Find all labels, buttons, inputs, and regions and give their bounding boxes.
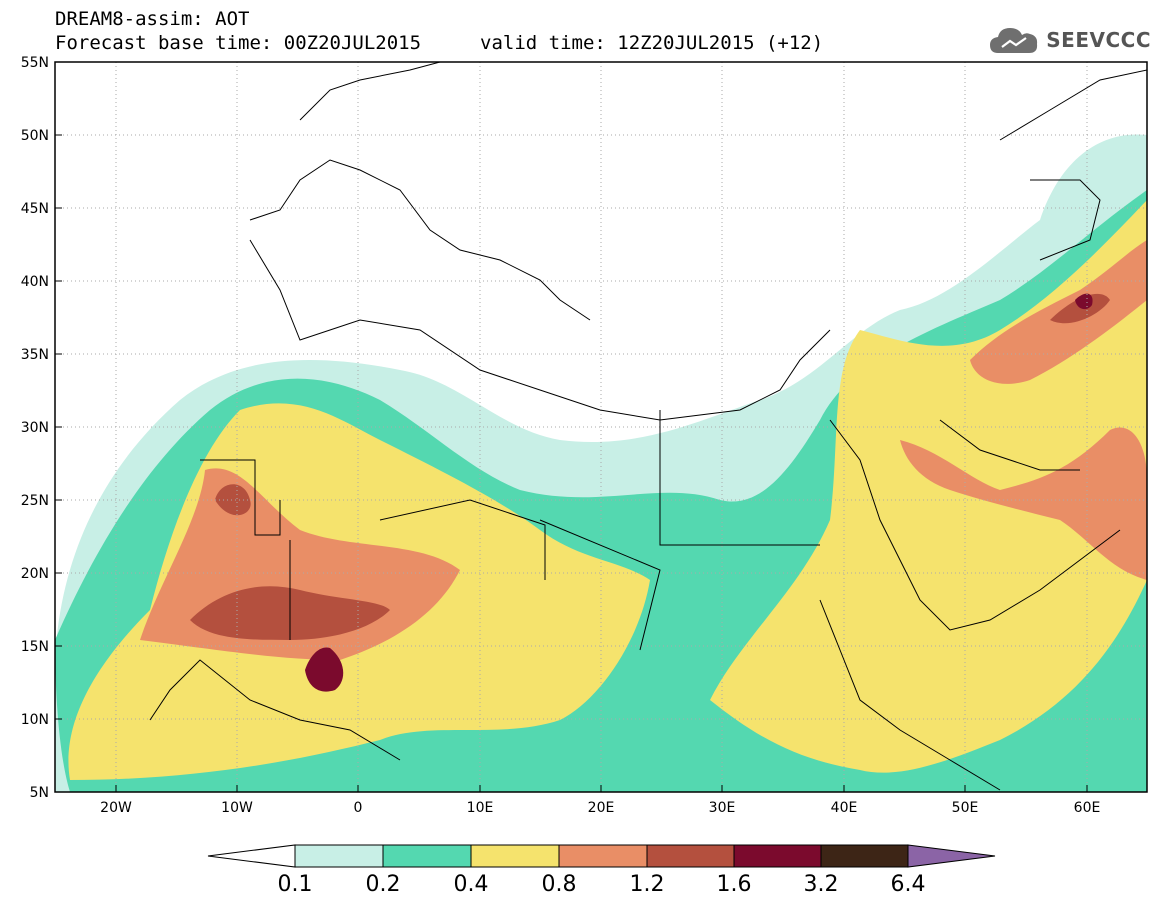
lat-tick-label: 20N	[21, 566, 49, 582]
aot-contour-0-8-caspian	[970, 240, 1147, 384]
colorbar-segment	[558, 844, 648, 868]
lat-tick-label: 15N	[21, 639, 49, 655]
lon-tick-label: 10W	[221, 800, 253, 816]
lat-tick-label: 25N	[21, 493, 49, 509]
colorbar-label: 0.1	[277, 872, 313, 897]
lat-tick-label: 5N	[30, 785, 49, 801]
aot-contour-1-6-caspian	[1075, 293, 1093, 310]
logo-text: SEEVCCC	[1046, 28, 1151, 52]
coastlines	[149, 62, 1147, 791]
colorbar-segment	[470, 844, 560, 868]
forecast-base-time: Forecast base time: 00Z20JUL2015	[55, 32, 422, 54]
colorbar-label: 6.4	[890, 872, 926, 897]
lon-tick-label: 20E	[588, 800, 615, 816]
colorbar-segment	[382, 844, 472, 868]
colorbar-segment	[646, 844, 735, 868]
lon-tick-label: 40E	[831, 800, 858, 816]
seevccc-logo: SEEVCCC	[988, 22, 1151, 58]
tick-marks	[55, 61, 1088, 793]
lon-tick-label: 0	[354, 800, 363, 816]
colorbar-segment	[820, 844, 909, 868]
colorbar-label: 0.2	[365, 872, 401, 897]
lon-tick-label: 50E	[952, 800, 979, 816]
lat-tick-label: 30N	[21, 420, 49, 436]
lat-tick-label: 40N	[21, 274, 49, 290]
lon-tick-label: 20W	[100, 800, 132, 816]
lat-tick-label: 35N	[21, 347, 49, 363]
cloud-icon	[990, 28, 1038, 53]
aot-contour-1-2-north	[215, 484, 251, 516]
map-title: DREAM8-assim: AOT	[55, 8, 250, 30]
colorbar-label: 1.2	[629, 872, 665, 897]
lat-tick-label: 50N	[21, 128, 49, 144]
colorbar-label: 0.4	[453, 872, 489, 897]
aot-contour-0-8-east	[900, 427, 1147, 580]
lat-tick-labels: 5N 10N 15N 20N 25N 30N 35N 40N 45N 50N 5…	[21, 55, 49, 801]
colorbar-label: 3.2	[803, 872, 839, 897]
colorbar-label: 1.6	[716, 872, 752, 897]
colorbar-segment	[907, 844, 996, 868]
valid-time: valid time: 12Z20JUL2015 (+12)	[480, 32, 824, 54]
lon-tick-label: 60E	[1074, 800, 1101, 816]
colorbar-label: 0.8	[541, 872, 577, 897]
graticule	[55, 62, 1147, 792]
lat-tick-label: 45N	[21, 201, 49, 217]
lat-tick-label: 55N	[21, 55, 49, 71]
lon-tick-labels: 20W 10W 0 10E 20E 30E 40E 50E 60E	[100, 800, 1100, 816]
aot-contour-1-6-niger	[305, 647, 344, 692]
lon-tick-label: 10E	[467, 800, 494, 816]
lon-tick-label: 30E	[709, 800, 736, 816]
colorbar-segment	[733, 844, 822, 868]
colorbar	[207, 844, 996, 868]
colorbar-segment	[294, 844, 384, 868]
aot-contour-1-2-east	[1050, 293, 1110, 324]
colorbar-segment	[207, 844, 296, 868]
lat-tick-label: 10N	[21, 712, 49, 728]
